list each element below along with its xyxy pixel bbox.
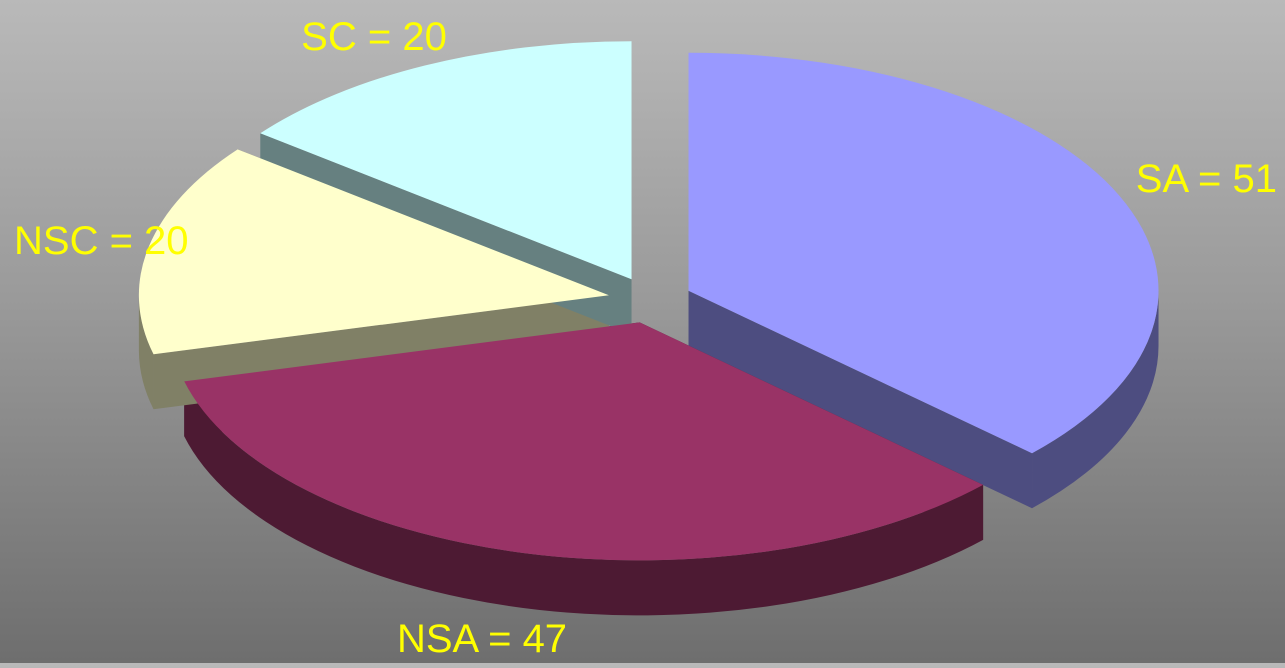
data-label-sa: SA = 51	[1136, 157, 1277, 201]
pie-slice-nsa	[184, 322, 984, 561]
pie-slice-side-nsc-0	[138, 295, 154, 410]
data-label-sc: SC = 20	[301, 15, 447, 59]
pie-slice-sa	[688, 52, 1159, 454]
pie-slice-side-sa-0	[1032, 290, 1159, 509]
pie-slice-nsc	[138, 149, 609, 355]
data-label-nsc: NSC = 20	[14, 219, 189, 263]
data-label-nsa: NSA = 47	[397, 617, 567, 661]
pie-slice-sc	[260, 41, 632, 280]
pie-slice-wall-sa-1	[688, 290, 1033, 509]
pie-slice-side-nsa-0	[184, 381, 984, 616]
